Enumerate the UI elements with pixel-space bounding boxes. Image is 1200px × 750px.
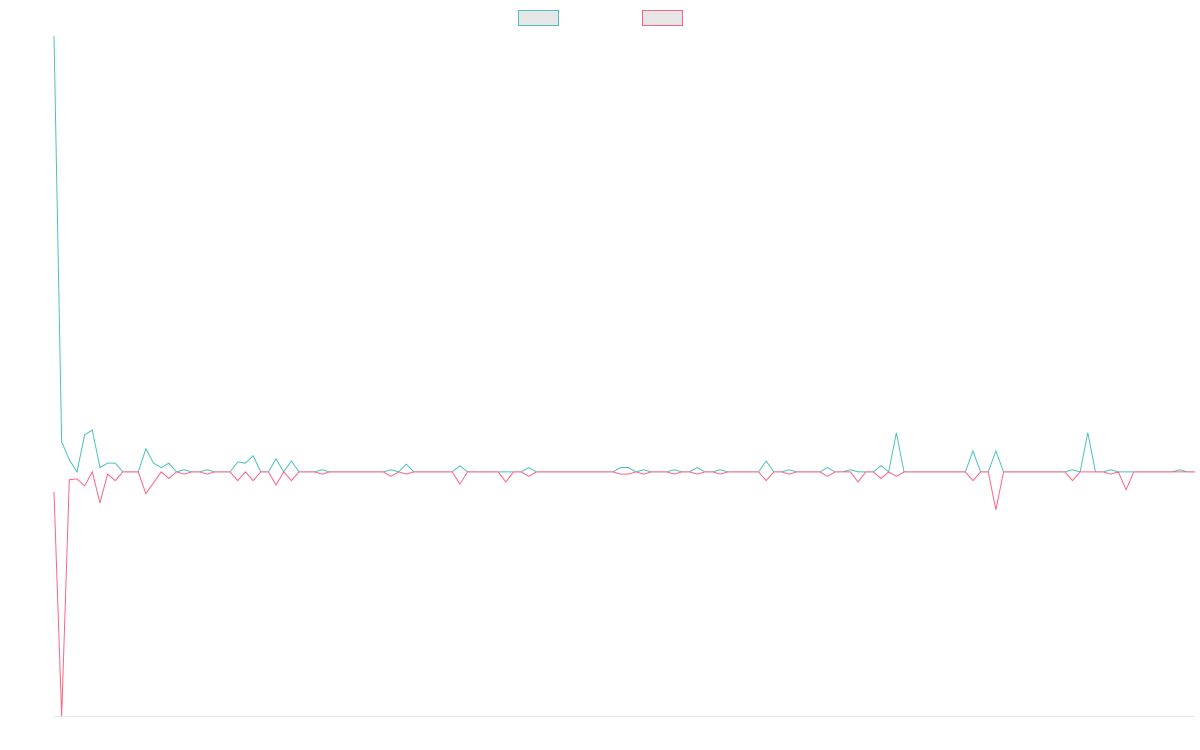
line-series — [53, 470, 1195, 717]
legend-swatch[interactable] — [518, 10, 559, 26]
legend-swatch[interactable] — [642, 10, 683, 26]
line-series — [53, 35, 1195, 474]
